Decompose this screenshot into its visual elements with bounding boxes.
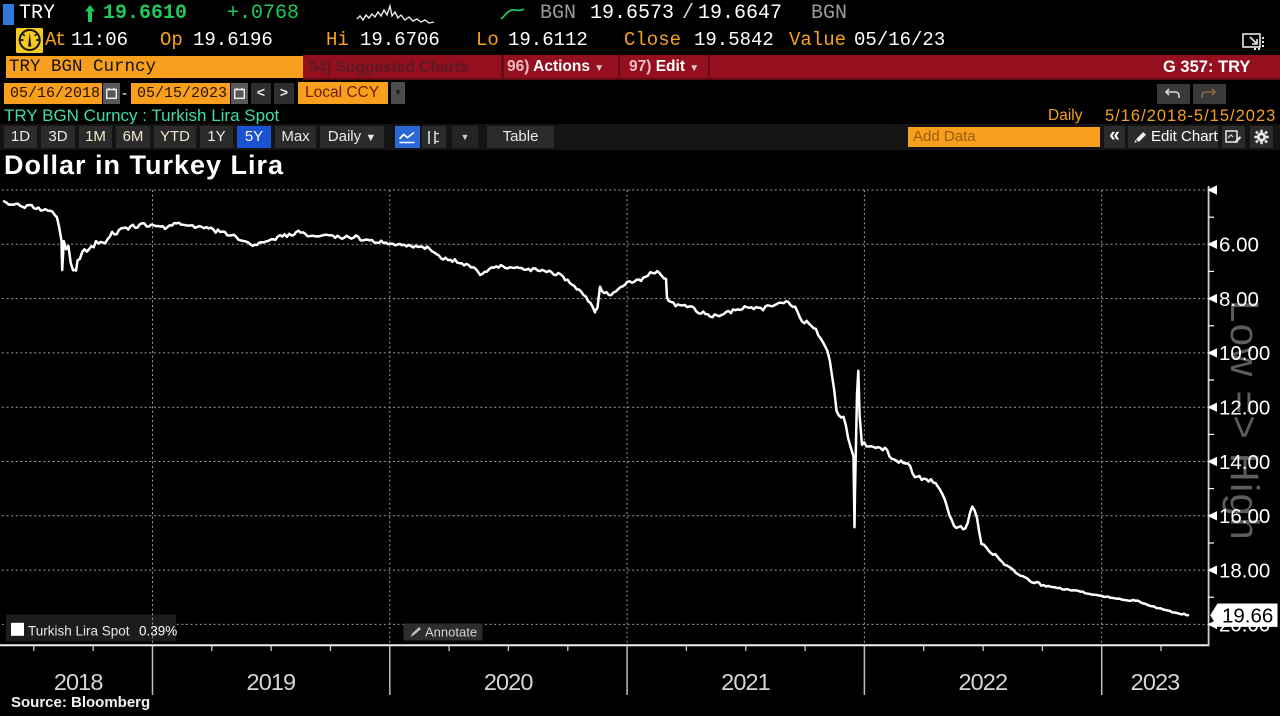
svg-text:2020: 2020 [484,669,534,695]
svg-text:18.00: 18.00 [1219,559,1270,582]
svg-text:2019: 2019 [247,669,296,695]
svg-text:2022: 2022 [958,669,1007,695]
svg-text:14.00: 14.00 [1219,451,1270,474]
svg-text:12.00: 12.00 [1219,397,1270,420]
svg-text:19.66: 19.66 [1222,605,1273,628]
svg-text:6.00: 6.00 [1219,234,1259,257]
svg-text:10.00: 10.00 [1219,342,1270,365]
svg-text:Turkish Lira Spot: Turkish Lira Spot [28,624,130,639]
svg-text:16.00: 16.00 [1219,505,1270,528]
svg-text:2021: 2021 [721,669,770,695]
svg-text:2018: 2018 [54,669,104,695]
svg-text:8.00: 8.00 [1219,288,1259,311]
svg-text:0.39%: 0.39% [139,624,177,639]
svg-text:Source: Bloomberg: Source: Bloomberg [11,694,150,711]
svg-text:Annotate: Annotate [425,625,477,640]
svg-text:2023: 2023 [1131,669,1181,695]
svg-text:Low => High: Low => High [1222,300,1266,541]
